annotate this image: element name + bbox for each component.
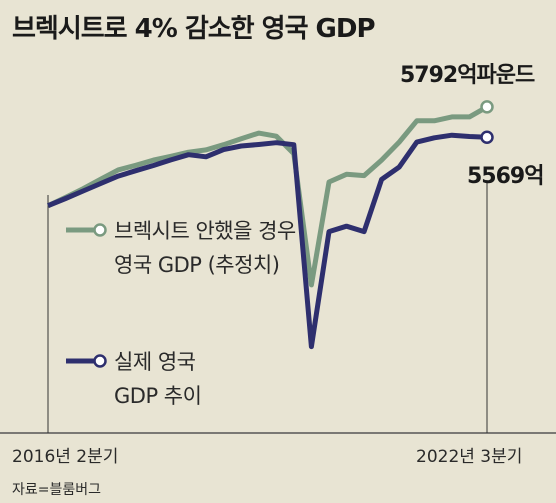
legend-marker-no-brexit: [66, 223, 107, 237]
series-line-actual: [47, 132, 488, 350]
legend-label-no-brexit: 브렉시트 안했을 경우 영국 GDP (추정치): [114, 219, 296, 277]
actual-end-label: 5569억: [467, 164, 544, 189]
series-line-no-brexit: [46, 104, 489, 288]
legend-label-actual: 실제 영국 GDP 추이: [114, 350, 202, 408]
legend-no-brexit: 브렉시트 안했을 경우 영국 GDP (추정치): [66, 214, 306, 282]
source-note: 자료=블룸버그: [12, 482, 102, 498]
x-tick-start: 2016년 2분기: [12, 447, 119, 467]
legend-marker-actual: [66, 354, 107, 368]
series-end-point-no-brexit: [480, 100, 494, 114]
no-brexit-end-label: 5792억파운드: [400, 63, 535, 88]
legend-actual: 실제 영국 GDP 추이: [66, 345, 266, 413]
series-end-point-actual: [480, 130, 494, 145]
x-tick-end: 2022년 3분기: [416, 447, 523, 467]
chart-title: 브렉시트로 4% 감소한 영국 GDP: [12, 14, 376, 44]
